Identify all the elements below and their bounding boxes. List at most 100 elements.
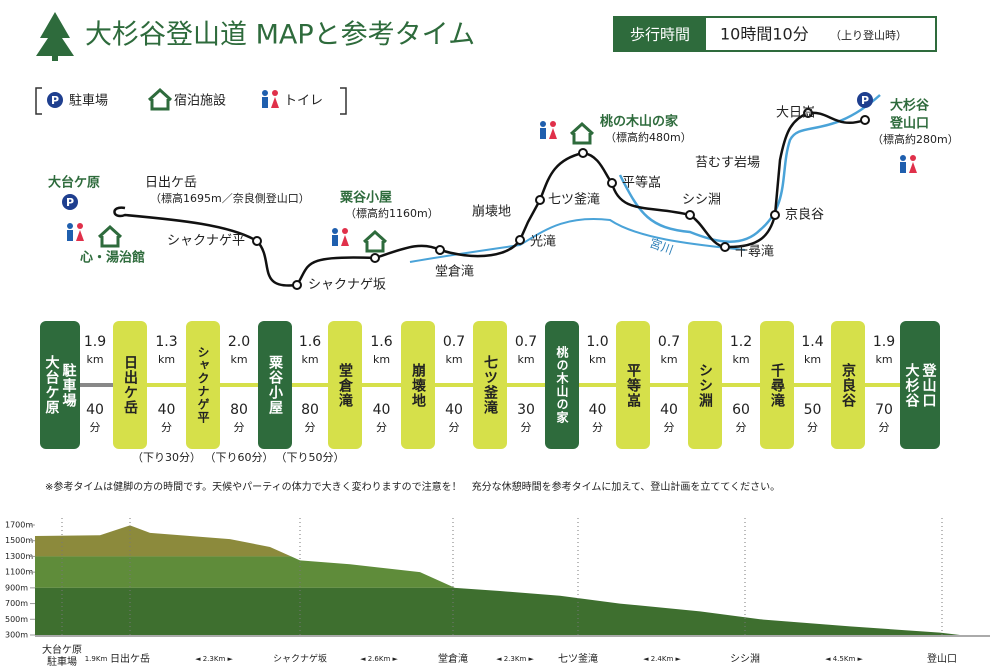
segment-time: 80 [301,402,319,418]
house-icon [362,229,388,253]
route-stop [860,115,870,125]
route-stop [515,235,525,245]
station-name: 大杉谷 [903,362,920,408]
segment-distance-unit: km [445,353,462,366]
tree-icon [36,12,74,56]
segment-distance-unit: km [301,353,318,366]
profile-label: ◄ 4.5Km ► [825,655,863,663]
segment-time-unit: 分 [376,421,387,434]
place-name: 大日嵓 [776,106,815,121]
station-pill: 粟谷小屋 [258,321,292,449]
station-pill: 日出ケ岳 [113,321,147,449]
profile-layer [35,587,960,635]
profile-ytick: 1100m [5,568,33,577]
profile-ytick: 1500m [5,536,33,545]
segment-time-unit: 分 [90,421,101,434]
toilet-man-body [332,235,338,246]
segment-time: 70 [875,402,893,418]
toilet-woman-body [271,97,279,108]
toilet-man-body [67,230,73,241]
profile-ytick: 700m [5,599,28,608]
route-stop [292,280,302,290]
route-stop [578,148,588,158]
segment-distance: 1.9 [873,334,895,350]
place-name: 心・湯治館 [80,250,145,266]
station-name: シャクナゲ平 [196,346,210,424]
station-name: シシ淵 [697,362,713,408]
profile-label: ◄ 2.3Km ► [195,655,233,663]
station-name: 七ツ釜滝 [482,355,498,415]
station-name: 粟谷小屋 [267,355,283,415]
route-stop [770,210,780,220]
segment-distance-unit: km [875,353,892,366]
parking-p: P [66,196,74,209]
note: ※参考タイムは健脚の方の時間です。天候やパーティの体力で大きく変わりますので注意… [45,480,780,493]
tree-trunk [52,55,58,61]
route-stop [370,253,380,263]
station-pill: シシ淵 [688,321,722,449]
profile-layer [35,525,960,557]
segment-distance: 0.7 [443,334,465,350]
segment-distance-unit: km [373,353,390,366]
segment-distance: 1.6 [370,334,392,350]
route-stop [252,236,262,246]
profile-label: 七ツ釜滝 [558,652,598,665]
segment-time-unit: 分 [807,421,818,434]
route-stop [435,245,445,255]
segment-time-unit: 分 [305,421,316,434]
toilet-woman-body [76,230,84,241]
segment-time: 40 [373,402,391,418]
segment-distance-unit: km [158,353,175,366]
place-sub: （標高約480m） [605,130,692,144]
segment-distance: 1.9 [84,334,106,350]
profile-label: ◄ 2.6Km ► [360,655,398,663]
toilet-man-body [900,162,906,173]
station-pill: 大杉谷 登山口 [900,321,940,449]
profile-label: ◄ 2.4Km ► [643,655,681,663]
station-pill: 京良谷 [831,321,865,449]
station-name: 千尋滝 [769,362,785,408]
toilet-woman [342,228,348,234]
profile-label: 登山口 [927,652,957,665]
place-name: シシ淵 [682,193,721,208]
toilet-man-body [540,128,546,139]
house-icon [147,87,173,111]
segment-down-time: （下り50分） [276,451,345,464]
segment-distance: 0.7 [515,334,537,350]
segment-distance: 1.2 [730,334,752,350]
profile-layer [35,556,960,588]
profile-ytick: 900m [5,583,28,592]
segment-time-unit: 分 [879,421,890,434]
place-name: 粟谷小屋 [339,190,392,206]
parking-icon [47,92,63,108]
place-name: 日出ケ岳 [145,176,197,191]
toilet-woman [550,121,556,127]
toilet-man [332,228,338,234]
profile-label: 駐車場 [47,655,77,668]
place-sub: （標高約1160m） [345,206,439,220]
river [618,94,881,243]
segment-time: 40 [589,402,607,418]
toilet-man [900,155,906,161]
toilet-man [540,121,546,127]
place-sub: （標高1695m／奈良側登山口） [150,191,310,205]
segment-time-unit: 分 [449,421,460,434]
segment-distance-unit: km [732,353,749,366]
house-icon [97,224,123,248]
toilet-man [262,90,268,96]
station-name: 日出ケ岳 [122,355,138,415]
place-name: 桃の木山の家 [600,114,679,130]
segment-distance: 1.6 [299,334,321,350]
toilet-woman [910,155,916,161]
station-pill: 千尋滝 [760,321,794,449]
walk-time: 10時間10分 [720,25,809,44]
station-name: 崩壊地 [410,362,426,408]
segment-time: 40 [445,402,463,418]
parking-icon [857,92,873,108]
station-pill: 桃の木山の家 [545,321,579,449]
river-lower [409,218,746,263]
station-name: 堂倉滝 [337,362,353,408]
segment-down-time: （下り30分） [132,451,201,464]
legend-label: 駐車場 [69,94,108,109]
place-name: 堂倉滝 [435,265,474,280]
